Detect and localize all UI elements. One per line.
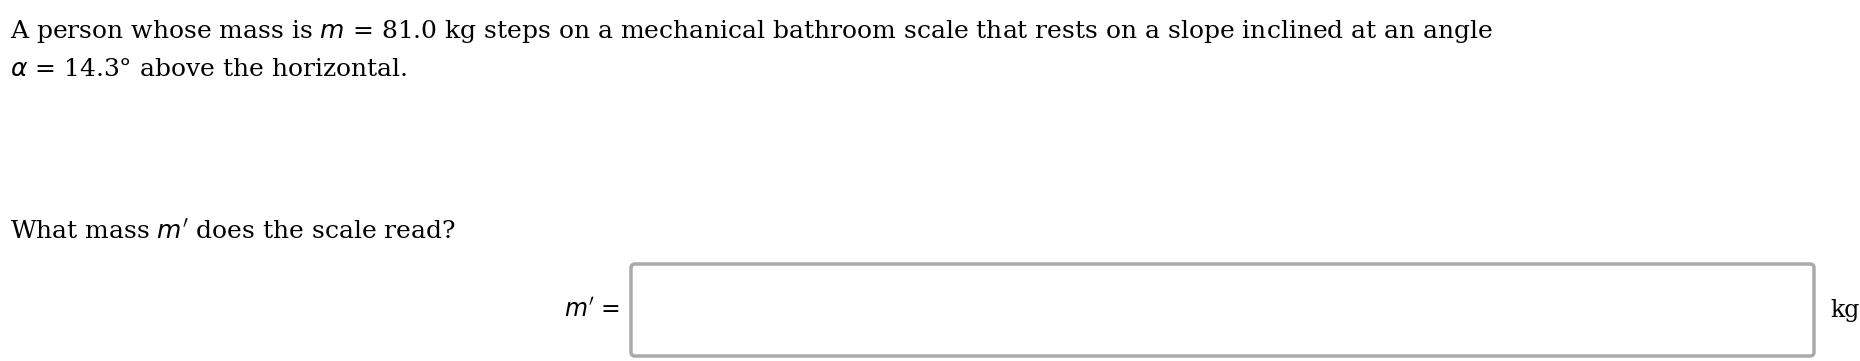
Text: A person whose mass is $m$ = 81.0 kg steps on a mechanical bathroom scale that r: A person whose mass is $m$ = 81.0 kg ste… — [9, 18, 1494, 45]
Text: $\alpha$ = 14.3° above the horizontal.: $\alpha$ = 14.3° above the horizontal. — [9, 58, 407, 81]
FancyBboxPatch shape — [631, 264, 1814, 356]
Text: What mass $m'$ does the scale read?: What mass $m'$ does the scale read? — [9, 220, 456, 244]
Text: $m'$ =: $m'$ = — [564, 298, 619, 322]
Text: kg: kg — [1830, 299, 1860, 322]
